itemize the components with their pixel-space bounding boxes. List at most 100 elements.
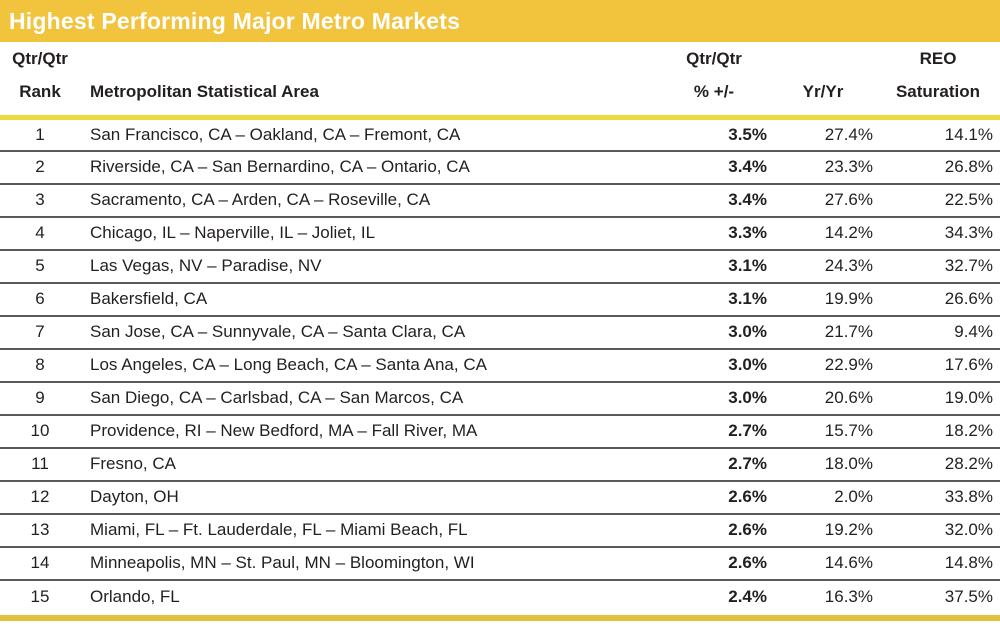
rank-cell: 1 (0, 117, 80, 152)
column-header-rank: Qtr/Qtr Rank (0, 42, 80, 120)
yr-yr-cell: 16.3% (824, 586, 873, 606)
rank-cell: 11 (0, 447, 80, 482)
table-row: 14 Minneapolis, MN – St. Paul, MN – Bloo… (0, 546, 1000, 581)
table-row: 8 Los Angeles, CA – Long Beach, CA – San… (0, 348, 1000, 383)
msa-cell: Sacramento, CA – Arden, CA – Roseville, … (80, 183, 658, 218)
table-row: 10 Providence, RI – New Bedford, MA – Fa… (0, 414, 1000, 449)
yr-yr-cell: 24.3% (770, 249, 876, 284)
qtr-qtr-cell: 3.0% (658, 315, 770, 350)
reo-saturation-cell: 9.4% (876, 315, 1000, 350)
header-row: Qtr/Qtr Rank Metropolitan Statistical Ar… (0, 42, 1000, 120)
rank-cell: 6 (0, 282, 80, 317)
reo-saturation-cell: 19.0% (876, 381, 1000, 416)
msa-cell: Chicago, IL – Naperville, IL – Joliet, I… (80, 216, 658, 251)
column-header-qtr-qtr-pct: Qtr/Qtr % +/- (658, 42, 770, 120)
msa-cell: Los Angeles, CA – Long Beach, CA – Santa… (80, 348, 658, 383)
qtr-qtr-cell: 3.1% (658, 282, 770, 317)
qtr-qtr-cell: 2.7% (658, 447, 770, 482)
rank-cell: 13 (0, 513, 80, 548)
qtr-qtr-cell: 3.4% (658, 150, 770, 185)
reo-saturation-cell: 32.7% (876, 249, 1000, 284)
qtr-qtr-cell: 3.3% (658, 216, 770, 251)
qtr-qtr-cell: 2.6% (658, 513, 770, 548)
rank-cell: 2 (0, 150, 80, 185)
msa-cell: Orlando, FL (90, 586, 180, 606)
msa-cell: Bakersfield, CA (80, 282, 658, 317)
reo-saturation-cell: 14.1% (876, 117, 1000, 152)
reo-saturation-cell: 33.8% (876, 480, 1000, 515)
yr-yr-cell: 20.6% (770, 381, 876, 416)
msa-cell: San Jose, CA – Sunnyvale, CA – Santa Cla… (80, 315, 658, 350)
yr-yr-cell: 21.7% (770, 315, 876, 350)
yr-yr-cell: 27.6% (770, 183, 876, 218)
qtr-qtr-cell: 3.0% (658, 348, 770, 383)
page-title: Highest Performing Major Metro Markets (9, 8, 461, 34)
qtr-qtr-cell: 3.4% (658, 183, 770, 218)
column-header-reo-line1: REO (919, 49, 957, 68)
column-header-yr-yr: Yr/Yr (770, 42, 876, 120)
bottom-accent-bar (0, 614, 1000, 621)
yr-yr-cell: 22.9% (770, 348, 876, 383)
column-header-reo-saturation: REO Saturation (876, 42, 1000, 120)
qtr-qtr-cell: 3.0% (658, 381, 770, 416)
msa-cell: Las Vegas, NV – Paradise, NV (80, 249, 658, 284)
yr-yr-cell: 18.0% (770, 447, 876, 482)
column-header-rank-line1: Qtr/Qtr (12, 49, 68, 68)
column-header-yoy-line2: Yr/Yr (802, 82, 844, 101)
table-row: 15 Orlando, FL 2.4% 16.3% 37.5% (0, 580, 1000, 613)
qtr-qtr-cell: 2.6% (658, 480, 770, 515)
column-header-msa-line2: Metropolitan Statistical Area (90, 82, 319, 101)
table-row: 11 Fresno, CA 2.7% 18.0% 28.2% (0, 447, 1000, 482)
reo-saturation-cell: 18.2% (876, 414, 1000, 449)
msa-cell: San Francisco, CA – Oakland, CA – Fremon… (80, 117, 658, 152)
msa-cell: Miami, FL – Ft. Lauderdale, FL – Miami B… (80, 513, 658, 548)
yr-yr-cell: 15.7% (770, 414, 876, 449)
metro-markets-table: Qtr/Qtr Rank Metropolitan Statistical Ar… (0, 42, 1000, 613)
reo-saturation-cell: 28.2% (876, 447, 1000, 482)
rank-cell: 7 (0, 315, 80, 350)
table-row: 9 San Diego, CA – Carlsbad, CA – San Mar… (0, 381, 1000, 416)
msa-cell: Fresno, CA (80, 447, 658, 482)
reo-saturation-cell: 26.6% (876, 282, 1000, 317)
msa-cell: Minneapolis, MN – St. Paul, MN – Bloomin… (80, 546, 658, 581)
qtr-qtr-cell: 2.6% (658, 546, 770, 581)
table-header: Qtr/Qtr Rank Metropolitan Statistical Ar… (0, 42, 1000, 120)
qtr-qtr-cell: 2.4% (728, 586, 767, 606)
yr-yr-cell: 19.9% (770, 282, 876, 317)
msa-cell: Dayton, OH (80, 480, 658, 515)
table-row: 3 Sacramento, CA – Arden, CA – Roseville… (0, 183, 1000, 218)
rank-cell: 15 (30, 586, 50, 606)
reo-saturation-cell: 14.8% (876, 546, 1000, 581)
reo-saturation-cell: 26.8% (876, 150, 1000, 185)
rank-cell: 4 (0, 216, 80, 251)
reo-saturation-cell: 17.6% (876, 348, 1000, 383)
column-header-rank-line2: Rank (19, 82, 61, 101)
reo-saturation-cell: 32.0% (876, 513, 1000, 548)
msa-cell: Providence, RI – New Bedford, MA – Fall … (80, 414, 658, 449)
table-row: 2 Riverside, CA – San Bernardino, CA – O… (0, 150, 1000, 185)
yr-yr-cell: 2.0% (770, 480, 876, 515)
reo-saturation-cell: 37.5% (944, 586, 993, 606)
table-row: 12 Dayton, OH 2.6% 2.0% 33.8% (0, 480, 1000, 515)
table-body: 1 San Francisco, CA – Oakland, CA – Frem… (0, 117, 1000, 613)
rank-cell: 14 (0, 546, 80, 581)
table-row: 1 San Francisco, CA – Oakland, CA – Frem… (0, 117, 1000, 152)
table-row: 5 Las Vegas, NV – Paradise, NV 3.1% 24.3… (0, 249, 1000, 284)
rank-cell: 12 (0, 480, 80, 515)
yr-yr-cell: 19.2% (770, 513, 876, 548)
yr-yr-cell: 23.3% (770, 150, 876, 185)
column-header-qtr-line2: % +/- (693, 82, 735, 101)
msa-cell: Riverside, CA – San Bernardino, CA – Ont… (80, 150, 658, 185)
reo-saturation-cell: 22.5% (876, 183, 1000, 218)
msa-cell: San Diego, CA – Carlsbad, CA – San Marco… (80, 381, 658, 416)
column-header-reo-line2: Saturation (895, 82, 981, 101)
rank-cell: 8 (0, 348, 80, 383)
table-title-bar: Highest Performing Major Metro Markets (0, 0, 1000, 42)
column-header-msa: Metropolitan Statistical Area (80, 42, 658, 120)
rank-cell: 5 (0, 249, 80, 284)
table-row: 7 San Jose, CA – Sunnyvale, CA – Santa C… (0, 315, 1000, 350)
table-row: 6 Bakersfield, CA 3.1% 19.9% 26.6% (0, 282, 1000, 317)
rank-cell: 9 (0, 381, 80, 416)
table-row: 13 Miami, FL – Ft. Lauderdale, FL – Miam… (0, 513, 1000, 548)
